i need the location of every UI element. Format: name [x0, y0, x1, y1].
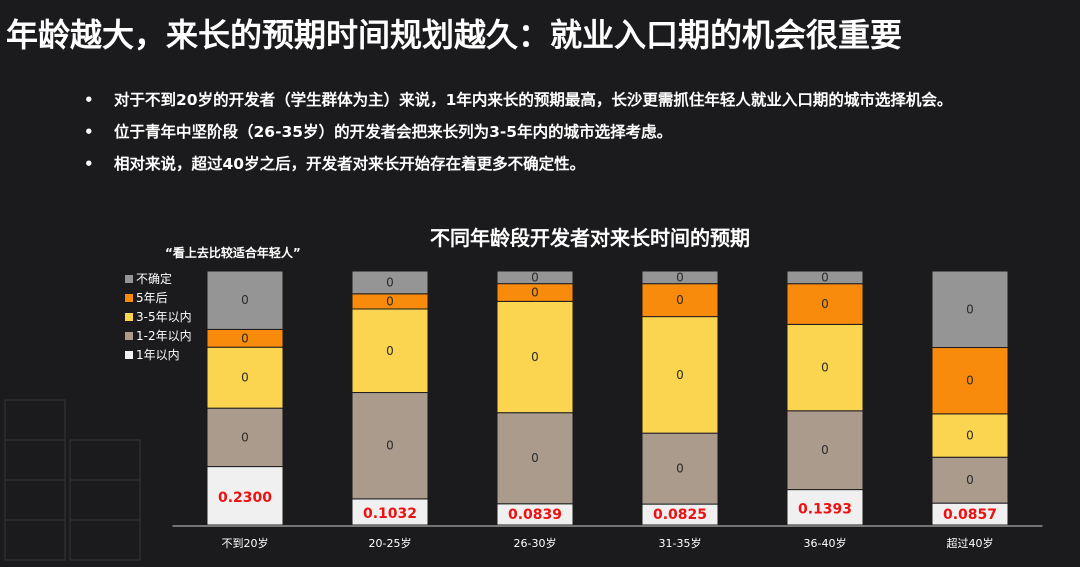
- legend-label: 5年后: [136, 291, 168, 305]
- bar-segment-within1: [786, 489, 864, 526]
- chart-legend: 不确定 5年后 3-5年以内 1-2年以内 1年以内: [125, 271, 192, 366]
- legend-swatch: [125, 313, 133, 321]
- data-label: 0: [531, 451, 539, 465]
- legend-label: 1-2年以内: [136, 329, 192, 343]
- x-tick-label: 20-25岁: [369, 536, 412, 550]
- chart-note: “看上去比较适合年轻人”: [165, 246, 301, 260]
- data-label: 0: [966, 374, 974, 388]
- bullet-dot: •: [84, 155, 94, 173]
- bar-segment-within1: [206, 466, 284, 526]
- bar-segment-within1: [351, 498, 429, 526]
- data-label: 0: [531, 270, 539, 284]
- bar-segment-within1to2: [496, 412, 574, 505]
- data-label: 0: [241, 430, 249, 444]
- legend-label: 3-5年以内: [136, 310, 192, 324]
- data-label: 0: [241, 371, 249, 385]
- data-label: 0: [821, 361, 829, 375]
- legend-label: 不确定: [136, 272, 173, 286]
- data-label: 0: [966, 429, 974, 443]
- data-label: 0: [821, 297, 829, 311]
- page-title: 年龄越大，来长的预期时间规划越久：就业入口期的机会很重要: [6, 16, 903, 54]
- data-label: 0: [386, 439, 394, 453]
- bar-segment-uncertain: [206, 270, 284, 330]
- bar-segment-uncertain: [641, 270, 719, 285]
- legend-item: 不确定: [125, 271, 192, 290]
- bar-segment-within1to2: [351, 392, 429, 500]
- legend-swatch: [125, 332, 133, 340]
- data-label-value: 0.2300: [218, 490, 272, 506]
- chart-title: 不同年龄段开发者对来长时间的预期: [430, 226, 750, 250]
- legend-item: 5年后: [125, 290, 192, 309]
- bullet-text: 相对来说，超过40岁之后，开发者对来长开始存在着更多不确定性。: [114, 155, 586, 173]
- bar-segment-after5: [931, 347, 1009, 415]
- data-label: 0: [386, 344, 394, 358]
- data-label: 0: [531, 286, 539, 300]
- x-tick-label: 31-35岁: [659, 536, 702, 550]
- data-label: 0: [821, 443, 829, 457]
- bullet-dot: •: [84, 91, 94, 109]
- data-label: 0: [386, 294, 394, 308]
- bullet-item: • 对于不到20岁的开发者（学生群体为主）来说，1年内来长的预期最高，长沙更需抓住…: [84, 88, 952, 120]
- x-tick-label: 26-30岁: [514, 536, 557, 550]
- bar-segment-within3to5: [641, 316, 719, 434]
- bar-segment-uncertain: [786, 270, 864, 285]
- data-label: 0: [676, 270, 684, 284]
- bullet-dot: •: [84, 123, 94, 141]
- bar-segment-within3to5: [496, 300, 574, 414]
- data-label: 0: [676, 293, 684, 307]
- data-label: 0: [966, 473, 974, 487]
- bullet-list: • 对于不到20岁的开发者（学生群体为主）来说，1年内来长的预期最高，长沙更需抓住…: [84, 88, 952, 184]
- bar-segment-within1to2: [206, 407, 284, 468]
- bar-segment-within1to2: [641, 432, 719, 505]
- data-label: 0: [676, 368, 684, 382]
- bar-segment-within1to2: [786, 410, 864, 491]
- legend-swatch: [125, 351, 133, 359]
- x-tick-label: 不到20岁: [222, 536, 269, 550]
- bar-segment-within1to2: [931, 456, 1009, 504]
- bullet-text: 位于青年中坚阶段（26-35岁）的开发者会把来长列为3-5年内的城市选择考虑。: [114, 123, 673, 141]
- data-label-value: 0.0857: [943, 507, 997, 523]
- background-decoration: [4, 399, 141, 561]
- x-tick-label: 超过40岁: [947, 536, 994, 550]
- legend-swatch: [125, 275, 133, 283]
- data-label: 0: [386, 275, 394, 289]
- bullet-item: • 位于青年中坚阶段（26-35岁）的开发者会把来长列为3-5年内的城市选择考虑。: [84, 120, 952, 152]
- data-label: 0: [676, 462, 684, 476]
- bar-segment-after5: [641, 283, 719, 318]
- legend-item: 1年以内: [125, 347, 192, 366]
- legend-label: 1年以内: [136, 348, 180, 362]
- bar-segment-within3to5: [206, 346, 284, 409]
- bar-segment-uncertain: [931, 270, 1009, 349]
- bar-segment-uncertain: [496, 270, 574, 285]
- legend-swatch: [125, 294, 133, 302]
- data-label-value: 0.0839: [508, 507, 562, 523]
- bar-segment-uncertain: [351, 270, 429, 295]
- data-label-value: 0.1393: [798, 501, 852, 517]
- legend-item: 1-2年以内: [125, 328, 192, 347]
- bullet-text: 对于不到20岁的开发者（学生群体为主）来说，1年内来长的预期最高，长沙更需抓住年…: [114, 91, 953, 109]
- data-label: 0: [241, 331, 249, 345]
- bar-segment-within3to5: [931, 413, 1009, 458]
- bullet-item: • 相对来说，超过40岁之后，开发者对来长开始存在着更多不确定性。: [84, 152, 952, 184]
- data-label: 0: [821, 270, 829, 284]
- data-label-value: 0.1032: [363, 506, 417, 522]
- legend-item: 3-5年以内: [125, 309, 192, 328]
- data-label: 0: [241, 293, 249, 307]
- bar-segment-after5: [786, 283, 864, 325]
- data-label-value: 0.0825: [653, 507, 707, 523]
- bar-segment-within3to5: [786, 323, 864, 412]
- x-tick-label: 36-40岁: [804, 536, 847, 550]
- data-label: 0: [531, 350, 539, 364]
- data-label: 0: [966, 302, 974, 316]
